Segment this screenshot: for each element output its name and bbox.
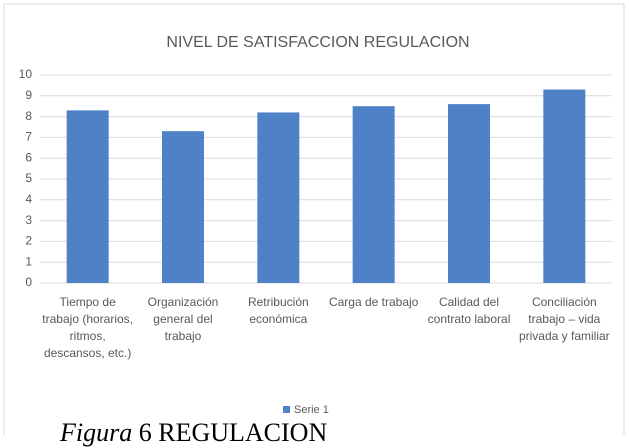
x-tick-label: Calidad del contrato laboral <box>427 295 511 326</box>
legend-swatch <box>283 406 290 413</box>
x-tick-label: Conciliación trabajo – vida privada y fa… <box>518 295 610 343</box>
y-tick-label: 1 <box>25 254 32 268</box>
y-tick-label: 5 <box>25 171 32 185</box>
page: {"chart_data": {"type": "bar", "title": … <box>3 3 625 447</box>
bar <box>448 104 490 284</box>
y-tick-label: 7 <box>25 130 32 144</box>
figure-caption: Figura 6 REGULACION <box>60 418 327 448</box>
chart-title: NIVEL DE SATISFACCION REGULACION <box>166 34 469 51</box>
bar <box>257 112 300 283</box>
bar <box>66 110 109 283</box>
bar <box>352 106 395 283</box>
x-tick-label: Organización general del trabajo <box>147 295 219 343</box>
chart: NIVEL DE SATISFACCION REGULACION 0 1 2 3 4 5 6… <box>3 3 625 435</box>
y-tick-label: 9 <box>25 88 32 102</box>
bar <box>162 131 204 283</box>
y-tick-label: 3 <box>25 213 32 227</box>
y-tick-label: 6 <box>25 150 32 164</box>
y-tick-label: 2 <box>25 234 32 248</box>
x-tick-label: Retribución económica <box>247 295 309 326</box>
y-tick-label: 8 <box>25 109 32 123</box>
caption-label: Figura <box>60 418 133 447</box>
x-tick-label: Carga de trabajo <box>328 295 419 309</box>
y-tick-label: 10 <box>19 67 33 81</box>
y-tick-label: 4 <box>25 192 32 206</box>
y-tick-label: 0 <box>25 275 32 289</box>
legend-label: Serie 1 <box>294 404 329 416</box>
bar <box>543 89 586 283</box>
x-tick-label: Tiempo de trabajo (horarios, ritmos, des… <box>42 295 134 360</box>
caption-text: 6 REGULACION <box>138 418 328 447</box>
